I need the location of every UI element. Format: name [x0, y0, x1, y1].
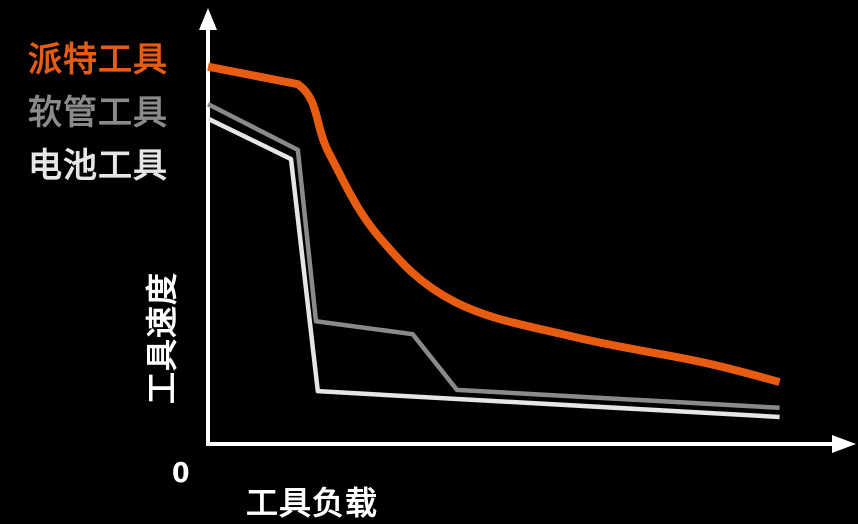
- origin-label: 0: [172, 456, 190, 489]
- legend-entry-0: 派特工具: [28, 40, 168, 80]
- legend: 派特工具 软管工具 电池工具: [28, 34, 168, 193]
- series-line-2: [207, 116, 780, 420]
- series-layer: [206, 62, 781, 420]
- x-axis-label: 工具负载: [246, 484, 379, 522]
- series-line-0: [207, 62, 781, 386]
- y-axis-label: 工具速度: [143, 271, 181, 405]
- legend-entry-2: 电池工具: [28, 146, 168, 186]
- legend-entry-1: 软管工具: [28, 93, 168, 133]
- x-axis-arrowhead: [832, 435, 856, 453]
- series-line-1: [206, 102, 780, 411]
- y-axis-arrowhead: [199, 8, 217, 30]
